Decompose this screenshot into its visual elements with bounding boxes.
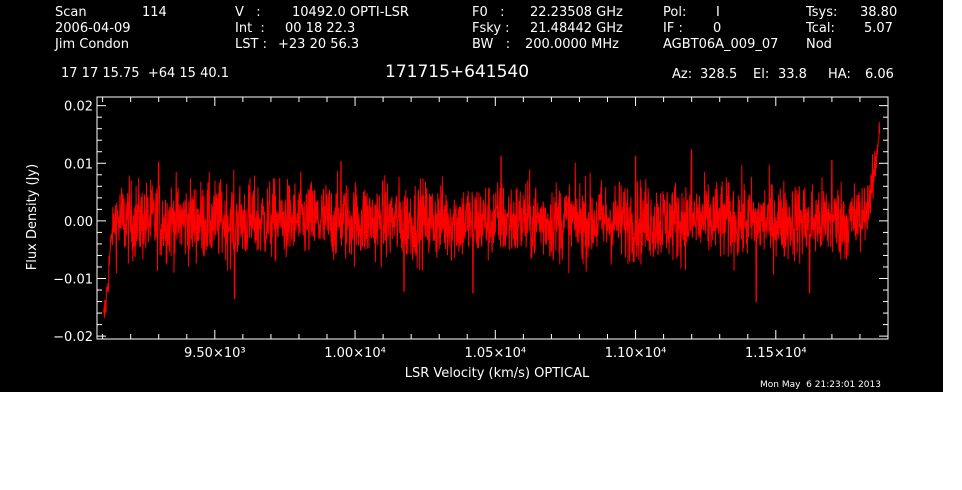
tcal-label: Tcal: bbox=[806, 21, 835, 36]
scan-label: Scan bbox=[55, 5, 87, 20]
if-value: 0 bbox=[713, 21, 722, 36]
x-tick-label: 1.10×10⁴ bbox=[605, 346, 667, 361]
source-name: 171715+641540 bbox=[385, 62, 530, 82]
velocity-value: 10492.0 OPTI-LSR bbox=[292, 5, 409, 20]
x-tick-label: 1.15×10⁴ bbox=[745, 346, 807, 361]
tsys-value: 38.80 bbox=[860, 5, 898, 20]
hour-angle-value: 6.06 bbox=[865, 67, 894, 82]
azimuth-value: 328.5 bbox=[700, 67, 738, 82]
observation-date: 2006-04-09 bbox=[55, 21, 131, 36]
spectrum-line bbox=[102, 122, 881, 319]
x-axis-label: LSR Velocity (km/s) OPTICAL bbox=[405, 366, 590, 381]
tcal-value: 5.07 bbox=[864, 21, 893, 36]
rest-frequency-value: 22.23508 GHz bbox=[530, 5, 623, 20]
integration-value: 00 18 22.3 bbox=[285, 21, 356, 36]
y-tick-label: 0.00 bbox=[64, 215, 93, 230]
y-axis-label: Flux Density (Jy) bbox=[25, 164, 40, 270]
polarization-value: I bbox=[716, 5, 720, 20]
observer-name: Jim Condon bbox=[55, 37, 129, 52]
lst-value: +23 20 56.3 bbox=[278, 37, 360, 52]
integration-label: Int : bbox=[235, 21, 265, 36]
sky-frequency-value: 21.48442 GHz bbox=[530, 21, 623, 36]
sky-frequency-label: Fsky : bbox=[472, 21, 510, 36]
x-tick-label: 1.05×10⁴ bbox=[465, 346, 527, 361]
x-tick-label: 1.00×10⁴ bbox=[324, 346, 386, 361]
lst-label: LST : bbox=[235, 37, 267, 52]
source-coordinates: 17 17 15.75 +64 15 40.1 bbox=[61, 66, 230, 81]
bandwidth-value: 200.0000 MHz bbox=[525, 37, 619, 52]
bandwidth-label: BW : bbox=[472, 37, 511, 52]
azimuth-label: Az: bbox=[672, 67, 693, 82]
y-tick-label: 0.02 bbox=[64, 100, 93, 115]
rest-frequency-label: F0 : bbox=[472, 5, 505, 20]
if-label: IF : bbox=[663, 21, 683, 36]
polarization-label: Pol: bbox=[663, 5, 687, 20]
y-tick-label: −0.01 bbox=[53, 273, 93, 288]
plot-frame bbox=[96, 96, 889, 340]
elevation-label: El: bbox=[753, 67, 770, 82]
spectrum-panel: Scan 114 2006-04-09 Jim Condon V : 10492… bbox=[0, 0, 943, 392]
hour-angle-label: HA: bbox=[828, 67, 851, 82]
tsys-label: Tsys: bbox=[806, 5, 838, 20]
y-tick-label: 0.01 bbox=[64, 157, 93, 172]
project-id: AGBT06A_009_07 bbox=[663, 37, 779, 52]
y-tick-label: −0.02 bbox=[53, 330, 93, 345]
velocity-label: V : bbox=[235, 5, 261, 20]
scan-value: 114 bbox=[142, 5, 167, 20]
spectrum-plot: 9.50×10³ 1.00×10⁴ 1.05×10⁴ 1.10×10⁴ 1.15×10⁴… bbox=[25, 96, 889, 381]
plot-timestamp: Mon May 6 21:23:01 2013 bbox=[760, 380, 881, 390]
observing-mode: Nod bbox=[806, 37, 832, 52]
elevation-value: 33.8 bbox=[778, 67, 807, 82]
x-tick-label: 9.50×10³ bbox=[184, 346, 246, 361]
